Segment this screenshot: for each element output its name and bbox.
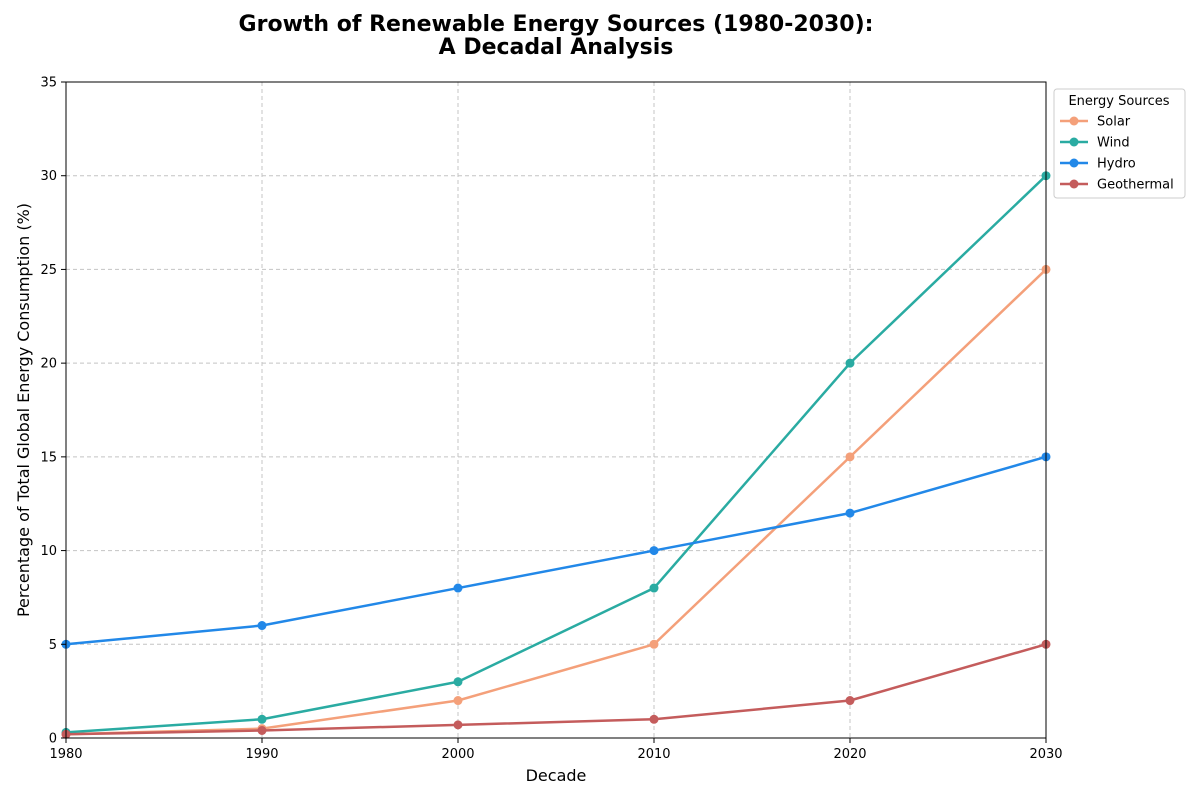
legend-item-solar: Solar xyxy=(1060,115,1131,130)
legend-swatch-marker xyxy=(1069,179,1079,189)
y-tick-label: 20 xyxy=(40,357,57,372)
series-solar xyxy=(61,264,1051,739)
data-point-wind xyxy=(453,677,463,687)
legend-items: Solar Wind Hydro Geothermal xyxy=(1060,115,1174,193)
data-point-geothermal xyxy=(649,714,659,724)
x-axis-ticks: 1980 1990 2000 2010 2020 2030 xyxy=(49,738,1063,762)
x-axis-label: Decade xyxy=(526,766,587,785)
series-geothermal xyxy=(61,639,1051,739)
series-layer xyxy=(61,171,1051,739)
series-line-geothermal xyxy=(65,643,1047,736)
data-point-wind xyxy=(257,714,267,724)
data-point-solar xyxy=(649,639,659,649)
legend-label-wind: Wind xyxy=(1097,136,1130,151)
grid xyxy=(66,82,1046,738)
x-tick-label: 2030 xyxy=(1029,747,1062,762)
x-tick-label: 2020 xyxy=(833,747,866,762)
data-point-geothermal xyxy=(845,696,855,706)
x-tick-label: 1990 xyxy=(245,747,278,762)
legend-swatch-marker xyxy=(1069,116,1079,126)
legend-item-geothermal: Geothermal xyxy=(1060,178,1174,193)
legend-swatch-marker xyxy=(1069,137,1079,147)
chart-title-line-2: A Decadal Analysis xyxy=(439,35,674,60)
series-line-hydro xyxy=(65,455,1047,646)
y-tick-label: 5 xyxy=(49,638,57,653)
data-point-solar xyxy=(453,696,463,706)
y-axis-label: Percentage of Total Global Energy Consum… xyxy=(14,203,33,617)
y-axis-ticks: 0 5 10 15 20 25 30 35 xyxy=(40,76,66,747)
y-tick-label: 15 xyxy=(40,450,57,465)
data-point-geothermal xyxy=(257,726,267,736)
plot-frame xyxy=(65,81,1047,739)
legend-title: Energy Sources xyxy=(1068,94,1169,109)
y-tick-label: 10 xyxy=(40,544,57,559)
series-hydro xyxy=(61,452,1051,649)
data-point-hydro xyxy=(845,508,855,518)
y-tick-label: 30 xyxy=(40,169,57,184)
legend: Energy Sources Solar Wind Hydro Geothermal xyxy=(1053,88,1186,199)
legend-label-geothermal: Geothermal xyxy=(1097,178,1174,193)
data-point-wind xyxy=(649,583,659,593)
legend-swatch-marker xyxy=(1069,158,1079,168)
data-point-wind xyxy=(845,358,855,368)
chart-title-line-1: Growth of Renewable Energy Sources (1980… xyxy=(239,12,874,37)
legend-box xyxy=(1053,88,1186,199)
x-tick-label: 2010 xyxy=(637,747,670,762)
data-point-hydro xyxy=(649,546,659,556)
data-point-geothermal xyxy=(453,720,463,730)
y-tick-label: 25 xyxy=(40,263,57,278)
y-tick-label: 0 xyxy=(49,732,57,747)
x-tick-label: 1980 xyxy=(49,747,82,762)
legend-item-wind: Wind xyxy=(1060,136,1130,151)
y-tick-label: 35 xyxy=(40,76,57,91)
legend-item-hydro: Hydro xyxy=(1060,157,1136,172)
data-point-hydro xyxy=(453,583,463,593)
series-line-solar xyxy=(65,268,1047,736)
series-line-wind xyxy=(65,174,1047,734)
data-point-hydro xyxy=(257,621,267,631)
legend-label-solar: Solar xyxy=(1097,115,1131,130)
x-tick-label: 2000 xyxy=(441,747,474,762)
data-point-solar xyxy=(845,452,855,462)
legend-label-hydro: Hydro xyxy=(1097,157,1136,172)
